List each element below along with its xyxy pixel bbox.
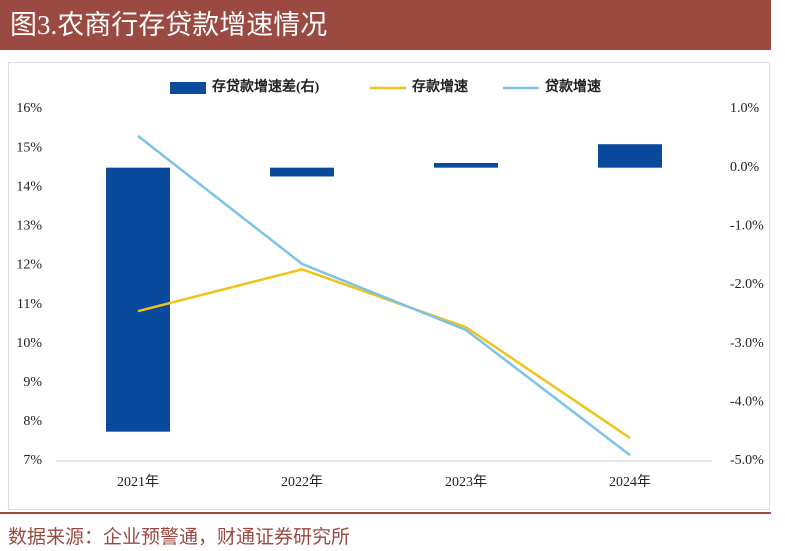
footer-rule — [0, 512, 771, 514]
bar — [434, 162, 498, 168]
y2-tick-label: 1.0% — [730, 101, 760, 116]
x-tick-label: 2022年 — [281, 474, 323, 490]
legend-label: 存贷款增速差(右) — [212, 78, 320, 95]
y-tick-label: 8% — [23, 414, 42, 429]
y2-tick-label: -1.0% — [730, 219, 764, 234]
y2-tick-label: -3.0% — [730, 336, 764, 351]
y-tick-label: 12% — [16, 258, 42, 273]
y-tick-label: 16% — [16, 101, 42, 116]
y-tick-label: 9% — [23, 375, 42, 390]
chart-title: 图3.农商行存贷款增速情况 — [0, 0, 771, 50]
y-tick-label: 15% — [16, 140, 42, 155]
bar — [106, 167, 170, 432]
y2-tick-label: -2.0% — [730, 277, 764, 292]
y-tick-label: 7% — [23, 453, 42, 468]
chart-frame — [8, 62, 770, 510]
y2-tick-label: 0.0% — [730, 160, 760, 175]
y2-tick-label: -4.0% — [730, 395, 764, 410]
source-note: 数据来源：企业预警通，财通证券研究所 — [8, 527, 351, 548]
legend-swatch — [170, 82, 206, 94]
legend-label: 存款增速 — [412, 78, 468, 95]
y-tick-label: 13% — [16, 219, 42, 234]
y-tick-label: 14% — [16, 179, 42, 194]
bar — [270, 167, 334, 177]
y-tick-label: 10% — [16, 336, 42, 351]
bar — [598, 144, 662, 168]
x-tick-label: 2023年 — [445, 474, 487, 490]
legend-label: 贷款增速 — [545, 78, 601, 95]
y2-tick-label: -5.0% — [730, 453, 764, 468]
y-tick-label: 11% — [17, 297, 42, 312]
x-tick-label: 2024年 — [609, 474, 651, 490]
line — [137, 268, 631, 439]
line — [137, 135, 631, 457]
x-tick-label: 2021年 — [117, 474, 159, 490]
